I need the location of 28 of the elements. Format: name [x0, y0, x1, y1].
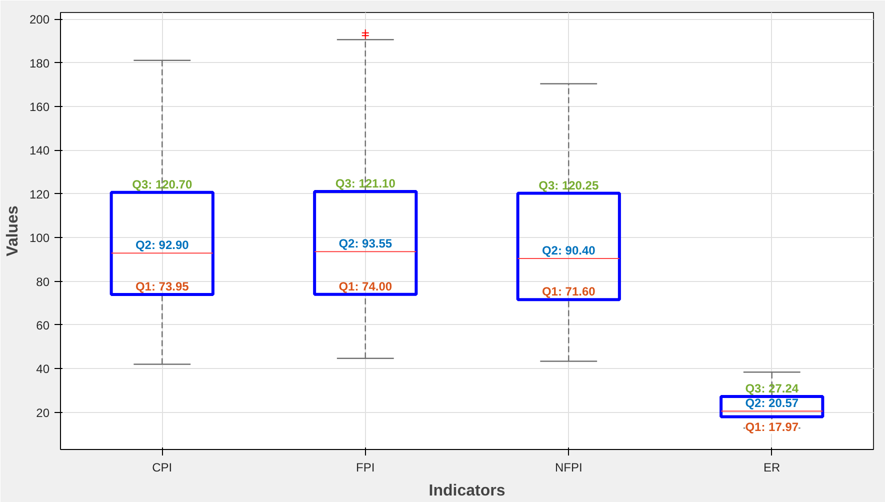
y-tick-label: 40	[36, 362, 50, 376]
y-tick-label: 140	[29, 144, 50, 158]
x-tick-label: FPI	[356, 460, 375, 474]
annotation: Q3: 120.70	[132, 177, 192, 192]
annotation: Q1: 71.60	[542, 284, 596, 299]
annotation: Q1: 74.00	[338, 279, 392, 294]
annotation: Q1: 17.97	[745, 420, 799, 434]
annotation: Q2: 20.57	[745, 396, 799, 410]
annotation: Q2: 90.40	[542, 244, 596, 258]
x-tick-label: CPI	[152, 460, 172, 474]
annotation: Q2: 93.55	[338, 236, 392, 251]
y-tick-label: 200	[29, 12, 50, 27]
x-axis-title: Indicators	[428, 482, 506, 500]
annotation: Q2: 92.90	[135, 238, 190, 252]
y-tick-label: 180	[29, 56, 50, 70]
annotation: Q3: 120.25	[538, 178, 599, 192]
x-tick-label: ER	[764, 460, 781, 474]
y-tick-label: 100	[29, 231, 50, 246]
annotation: Q3: 121.10	[335, 176, 396, 190]
y-tick-label: 20	[36, 406, 50, 420]
annotation: Q1: 73.95	[135, 279, 190, 294]
y-tick-label: 80	[36, 274, 50, 289]
y-tick-label: 120	[29, 187, 50, 202]
y-tick-label: 160	[29, 100, 50, 114]
y-axis-title: Values	[4, 206, 22, 256]
y-tick-label: 60	[36, 318, 50, 332]
x-tick-label: NFPI	[554, 460, 582, 474]
annotation: Q3: 27.24	[745, 382, 799, 396]
